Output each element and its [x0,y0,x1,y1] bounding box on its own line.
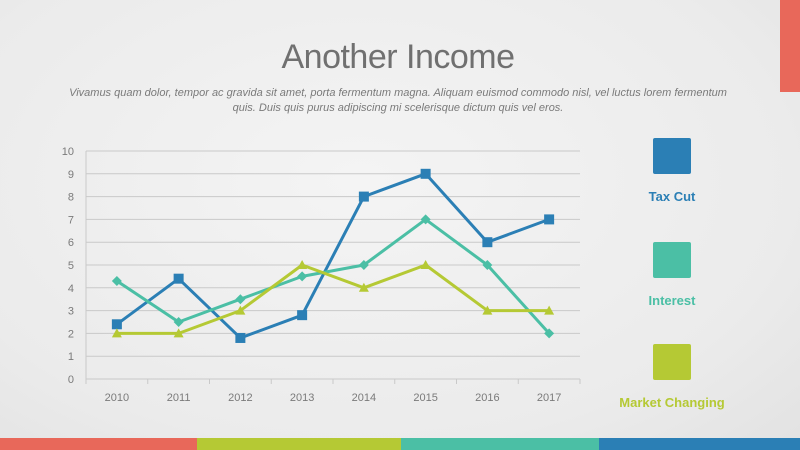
data-point [420,214,431,225]
y-tick-label: 9 [68,169,74,181]
y-tick-label: 1 [68,351,74,363]
y-tick-label: 2 [68,328,74,340]
data-point [111,328,122,338]
y-tick-label: 0 [68,374,74,386]
data-point [111,275,122,286]
series-line [116,217,551,335]
slide-subtitle: Vivamus quam dolor, tempor ac gravida si… [69,87,727,114]
x-tick-label: 2016 [475,392,499,404]
data-point [482,305,493,315]
data-point [358,282,369,292]
data-point [111,319,122,330]
data-point [544,214,555,225]
legend-swatch [653,242,691,278]
y-tick-label: 4 [68,283,74,295]
x-tick-label: 2011 [167,392,191,404]
data-point [482,260,493,270]
legend-label: Market Changing [619,395,725,410]
legend-swatch [653,344,691,380]
data-point [544,305,555,315]
data-point [420,168,431,179]
series-line [116,263,550,335]
data-point [173,273,184,284]
bottom-bar-segment [401,438,599,450]
data-point [173,317,184,327]
data-point [173,328,184,338]
slide-title: Another Income [281,38,515,76]
data-point [235,294,246,305]
legend-label: Interest [648,293,696,308]
data-point [358,260,369,270]
y-tick-label: 6 [68,237,74,249]
x-tick-label: 2017 [537,392,561,404]
x-tick-label: 2015 [413,392,437,404]
y-tick-label: 5 [68,260,74,272]
legend-item: Interest [607,242,737,308]
data-point [235,332,246,343]
data-point [297,260,308,269]
x-tick-label: 2013 [290,392,314,404]
legend-swatch [653,138,691,174]
legend-item: Tax Cut [607,138,737,204]
x-tick-label: 2010 [105,392,129,404]
bottom-bar-segment [197,438,401,450]
data-point [235,305,246,315]
y-tick-label: 10 [62,146,74,158]
x-tick-label: 2014 [352,392,376,404]
corner-accent [780,0,800,92]
bottom-bar-segment [599,438,800,450]
y-tick-label: 8 [68,192,74,204]
series-line [115,172,550,340]
data-point [420,260,431,269]
data-point [544,328,555,339]
data-point [297,310,308,321]
bottom-color-bar [0,438,800,450]
data-point [482,237,493,248]
y-tick-label: 3 [68,306,74,318]
y-tick-label: 7 [68,214,74,226]
legend-item: Market Changing [607,344,737,410]
legend-label: Tax Cut [648,189,696,204]
data-point [297,271,308,282]
data-point [358,191,369,202]
x-tick-label: 2012 [228,392,252,404]
bottom-bar-segment [0,438,197,450]
